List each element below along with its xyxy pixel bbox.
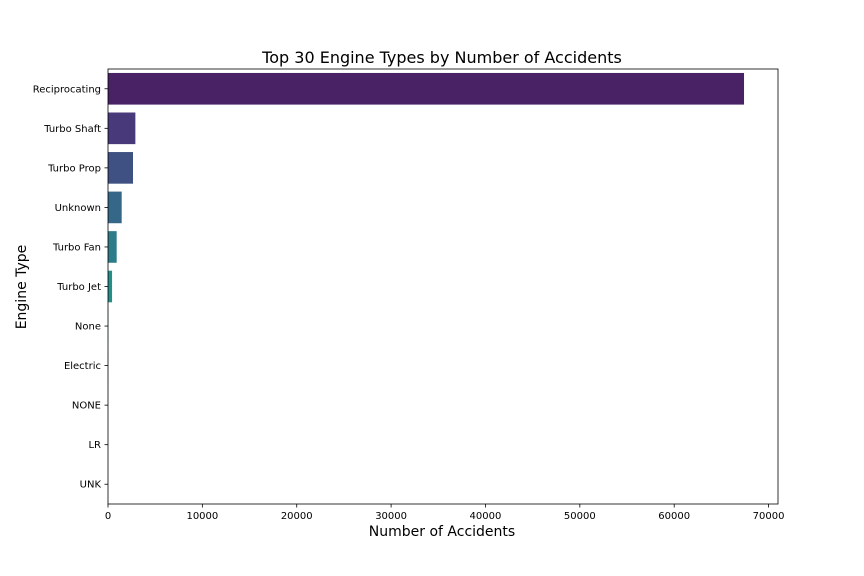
x-tick-label: 10000: [186, 511, 218, 522]
y-tick-label: Reciprocating: [33, 84, 101, 95]
y-tick-label: UNK: [80, 480, 102, 491]
x-tick-label: 20000: [281, 511, 313, 522]
plot-frame: [107, 68, 779, 505]
x-tick-label: 50000: [564, 511, 596, 522]
y-tick-label: LR: [88, 440, 101, 451]
ticks-layer: Reciprocating Turbo Shaft Turbo Prop Unknow…: [33, 84, 785, 522]
y-tick-label: Unknown: [55, 203, 101, 214]
chart-title: Top 30 Engine Types by Number of Acciden…: [261, 48, 622, 67]
y-tick-label: Turbo Prop: [47, 163, 101, 174]
bar: [108, 231, 117, 263]
x-tick-label: 0: [105, 511, 111, 522]
x-tick-label: 30000: [375, 511, 407, 522]
bar: [108, 270, 113, 303]
x-axis-label: Number of Accidents: [369, 524, 515, 540]
bar: [108, 72, 745, 105]
bar: [108, 191, 122, 224]
y-axis-label: Engine Type: [14, 245, 30, 330]
bar: [108, 152, 134, 184]
x-tick-label: 60000: [658, 511, 690, 522]
y-tick-label: Electric: [64, 361, 101, 372]
x-tick-label: 40000: [470, 511, 502, 522]
y-tick-label: NONE: [72, 401, 101, 412]
bars-layer: [108, 72, 745, 501]
y-tick-label: None: [75, 322, 101, 333]
y-tick-label: Turbo Fan: [52, 242, 101, 253]
bar: [108, 112, 136, 145]
y-tick-label: Turbo Shaft: [43, 124, 101, 135]
y-tick-label: Turbo Jet: [56, 282, 101, 293]
x-tick-label: 70000: [753, 511, 785, 522]
